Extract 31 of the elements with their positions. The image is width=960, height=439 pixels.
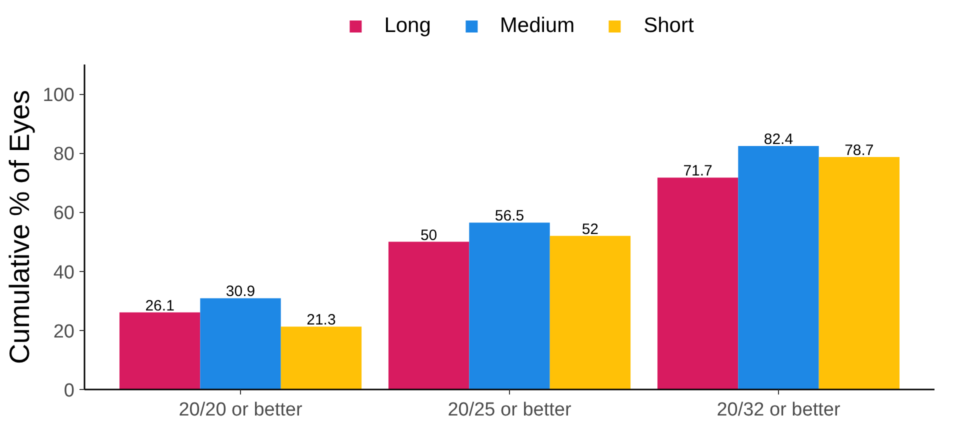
y-axis-title: Cumulative % of Eyes [4,90,35,364]
data-label: 52 [582,220,599,238]
data-label: 50 [420,226,438,244]
y-tick-label: 100 [42,85,74,106]
bar [119,312,200,390]
data-label: 26.1 [145,297,174,314]
bar [388,242,470,390]
legend-label: Medium [500,14,575,38]
y-tick-label: 80 [53,144,75,166]
y-tick-label: 0 [64,380,75,402]
bar [550,236,631,390]
bar [200,298,281,390]
data-label: 30.9 [226,283,256,300]
bar [657,178,738,390]
x-tick-label: 20/20 or better [178,400,303,420]
bar [280,326,362,390]
legend-label: Short [644,14,694,38]
y-tick-label: 40 [53,262,75,284]
bar [469,222,550,390]
bar [738,146,819,390]
data-label: 21.3 [306,312,336,329]
y-tick-label: 20 [53,321,75,342]
data-label: 56.5 [494,208,524,225]
bar [818,156,900,390]
x-tick-label: 20/32 or better [716,400,841,420]
data-label: 78.7 [844,142,874,159]
y-tick-label: 60 [53,203,75,224]
data-label: 82.4 [764,131,794,148]
x-tick-label: 20/25 or better [448,400,572,420]
data-label: 71.7 [683,162,712,180]
legend-label: Long [384,14,431,38]
